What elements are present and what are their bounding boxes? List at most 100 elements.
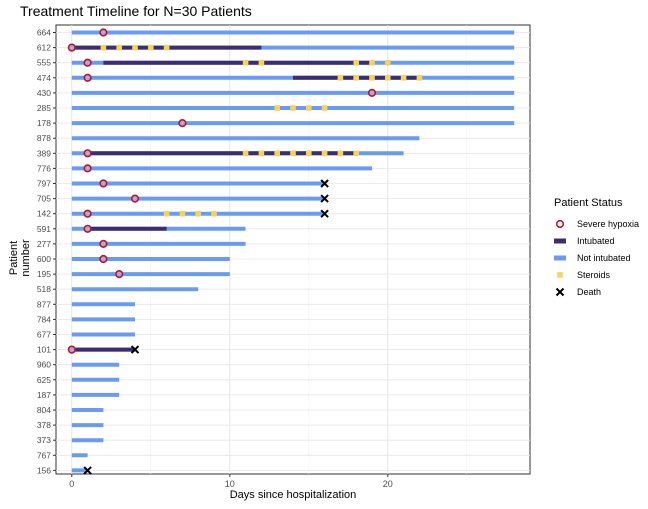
legend-label: Steroids <box>577 270 611 280</box>
x-tick-label: 20 <box>383 479 393 489</box>
legend-label: Not intubated <box>577 253 631 263</box>
hypoxia-point <box>67 345 76 354</box>
y-tick-label: 591 <box>37 224 51 234</box>
chart-title: Treatment Timeline for N=30 Patients <box>20 3 252 19</box>
y-tick-label: 518 <box>37 284 51 294</box>
y-tick-label: 784 <box>37 314 51 324</box>
legend-title: Patient Status <box>554 197 623 209</box>
steroid-point <box>163 210 170 217</box>
steroid-point <box>132 44 138 51</box>
x-tick-label: 0 <box>69 479 74 489</box>
y-tick-label: 156 <box>37 465 51 475</box>
steroid-point <box>321 150 328 157</box>
hypoxia-point <box>83 149 92 158</box>
legend-key-bar <box>554 238 566 244</box>
hypoxia-point <box>83 164 92 173</box>
steroid-point <box>369 75 375 81</box>
hypoxia-point <box>367 88 377 97</box>
steroid-point <box>290 105 296 111</box>
x-axis-label: Days since hospitalization <box>230 489 357 501</box>
steroid-point <box>242 150 249 157</box>
hypoxia-point <box>67 43 76 52</box>
y-tick-label: 776 <box>37 163 51 173</box>
steroid-point <box>353 59 359 66</box>
steroid-point <box>337 150 344 157</box>
hypoxia-point <box>130 194 140 203</box>
steroid-point <box>179 210 186 217</box>
death-point <box>320 194 329 203</box>
y-tick-label: 878 <box>37 133 51 143</box>
steroid-point <box>258 150 265 157</box>
steroid-point <box>400 75 407 81</box>
y-axis-label-line: Patient <box>8 241 20 275</box>
steroid-point <box>100 44 107 51</box>
steroid-point <box>195 210 201 217</box>
y-tick-label: 430 <box>37 88 51 98</box>
death-point <box>320 179 329 188</box>
steroid-point <box>242 59 249 66</box>
steroid-point <box>290 150 296 157</box>
y-axis-label: Patientnumber <box>8 239 32 277</box>
hypoxia-point <box>99 254 108 264</box>
y-tick-label: 600 <box>37 254 51 264</box>
y-tick-label: 187 <box>37 390 51 400</box>
y-tick-label: 277 <box>37 239 51 249</box>
steroid-point <box>274 150 280 157</box>
steroid-point <box>274 105 280 111</box>
y-tick-label: 625 <box>37 375 51 385</box>
legend-label: Intubated <box>577 236 615 246</box>
plot-panel <box>55 24 531 475</box>
y-tick-label: 178 <box>37 118 51 128</box>
y-tick-label: 195 <box>37 269 51 279</box>
steroid-point <box>321 105 328 111</box>
legend-key-bar <box>554 255 566 261</box>
y-tick-label: 101 <box>37 345 51 355</box>
y-tick-label: 664 <box>37 28 51 38</box>
hypoxia-point <box>178 118 187 128</box>
y-tick-label: 797 <box>37 179 51 189</box>
hypoxia-point <box>115 270 124 279</box>
steroid-point <box>258 59 265 66</box>
steroid-point <box>163 44 170 51</box>
steroid-point <box>416 75 423 81</box>
hypoxia-point <box>99 179 108 188</box>
y-tick-label: 142 <box>37 209 51 219</box>
steroid-point <box>306 105 312 111</box>
legend-key-steroids <box>557 272 563 278</box>
hypoxia-point <box>83 73 92 82</box>
steroid-point <box>337 75 344 81</box>
y-tick-label: 474 <box>37 73 51 83</box>
y-tick-label: 877 <box>37 299 51 309</box>
legend-label: Death <box>577 287 601 297</box>
death-point <box>83 466 92 475</box>
y-axis-ticks: 664 612 555 474 430 285 178 878 389 776 797 705 142 5… <box>37 28 56 475</box>
steroid-point <box>353 150 359 157</box>
y-tick-label: 767 <box>37 450 51 460</box>
y-tick-label: 373 <box>37 435 51 445</box>
hypoxia-point <box>83 58 92 67</box>
hypoxia-point <box>83 224 92 233</box>
legend-label: Severe hypoxia <box>577 219 639 229</box>
event-markers <box>67 28 423 475</box>
steroid-point <box>148 44 154 51</box>
y-tick-label: 804 <box>37 405 51 415</box>
steroid-point <box>353 75 359 81</box>
x-tick-label: 10 <box>225 479 235 489</box>
y-axis-label-line: number <box>20 239 32 277</box>
y-tick-label: 285 <box>37 103 51 113</box>
legend-key-hypoxia <box>555 219 565 229</box>
x-axis-ticks: 0 10 20 <box>69 474 393 489</box>
y-tick-label: 378 <box>37 420 51 430</box>
death-point <box>320 209 329 218</box>
y-tick-label: 612 <box>37 43 51 53</box>
steroid-point <box>385 59 391 66</box>
steroid-point <box>211 210 217 217</box>
steroid-point <box>385 75 391 81</box>
death-point <box>130 345 140 354</box>
legend: Patient Status Severe hypoxia Intubated No… <box>554 197 639 297</box>
hypoxia-point <box>99 239 108 248</box>
steroid-point <box>116 44 122 51</box>
steroid-point <box>306 150 312 157</box>
